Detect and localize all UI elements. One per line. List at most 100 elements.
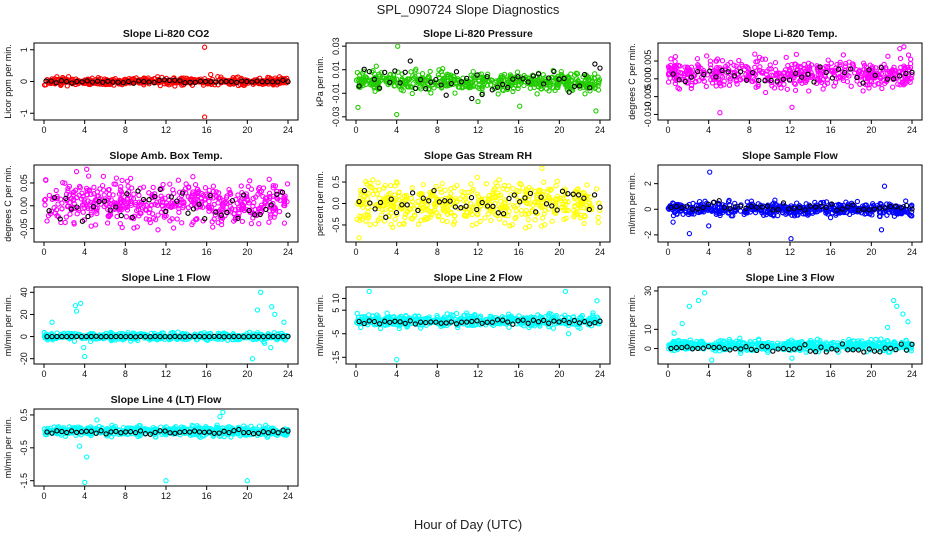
data-point [668,62,674,69]
data-point [584,182,590,188]
data-point [782,67,789,73]
reference-point [361,66,367,72]
data-point [512,79,518,86]
data-point [773,71,779,77]
data-point [546,88,552,94]
data-point [454,77,460,83]
data-point [672,80,679,87]
data-point [459,85,466,91]
data-point [248,186,255,192]
x-tick-label: 4 [706,247,711,257]
data-point [906,66,912,73]
data-point [429,192,435,198]
data-point [245,183,251,190]
data-point [879,85,885,92]
reference-point [113,204,119,210]
data-point [901,66,907,72]
reference-point [586,206,592,213]
data-point [190,174,196,180]
data-point [252,206,258,213]
reference-point [543,201,550,207]
reference-point [185,210,191,216]
x-tick-label: 8 [747,247,752,257]
data-point [565,207,571,214]
data-point [155,227,161,233]
data-point [688,82,695,89]
data-point [513,82,519,88]
reference-point [162,333,168,340]
data-point [586,82,592,88]
data-point [433,198,439,205]
data-point [262,200,268,207]
reference-point [443,320,449,326]
data-point [733,63,739,69]
data-point [728,69,734,75]
data-point [377,215,383,222]
data-point [505,317,511,323]
data-point [474,212,481,218]
data-point [805,212,811,218]
reference-point [83,333,90,340]
reference-point [884,76,891,82]
data-point [488,77,494,83]
reference-point [453,321,460,327]
data-point [458,317,464,323]
plot-frame [33,286,299,365]
data-point [59,206,65,212]
reference-point [142,333,149,340]
data-point [198,195,204,201]
reference-point [561,317,567,323]
reference-point [428,79,434,85]
data-point [118,80,124,86]
y-tick-label: -0.005 [643,84,653,110]
reference-point [74,204,80,210]
y-tick-label: 0.000 [643,68,653,91]
reference-point [597,318,603,324]
data-point [552,196,559,202]
y-tick-label: 40 [19,287,29,297]
panel-title: Slope Sample Flow [742,150,839,162]
data-point [516,313,522,319]
reference-point [255,333,262,340]
data-point [424,206,431,213]
data-point [523,192,529,198]
reference-point [265,333,271,340]
reference-point [393,209,400,216]
reference-point [453,69,460,75]
reference-point [63,195,69,202]
reference-point [581,318,588,325]
reference-point [525,320,531,326]
x-tick-label: 0 [665,247,670,257]
x-tick-label: 16 [826,247,836,257]
data-point [87,338,94,345]
reference-point [132,334,139,340]
data-point [802,68,808,74]
data-point [726,82,733,88]
outlier-point [394,356,400,363]
data-point [498,74,504,81]
data-point [467,209,473,215]
data-point [549,218,555,224]
data-point [817,200,824,207]
data-point [534,91,540,97]
reference-point [231,333,237,340]
data-point [828,60,834,66]
data-point [554,178,560,184]
data-point [405,318,411,324]
reference-point [168,194,174,200]
reference-point [517,199,523,205]
data-point [410,73,416,79]
reference-point [356,83,362,89]
x-tick-label: 20 [554,125,564,135]
reference-point [890,76,897,82]
reference-point [213,79,219,85]
data-point [721,82,727,88]
outlier-point [269,304,275,310]
data-point [459,188,465,195]
reference-point [877,205,883,211]
x-tick-label: 24 [283,125,293,135]
reference-point [409,190,416,196]
outlier-point [901,44,907,50]
reference-point [694,68,701,75]
